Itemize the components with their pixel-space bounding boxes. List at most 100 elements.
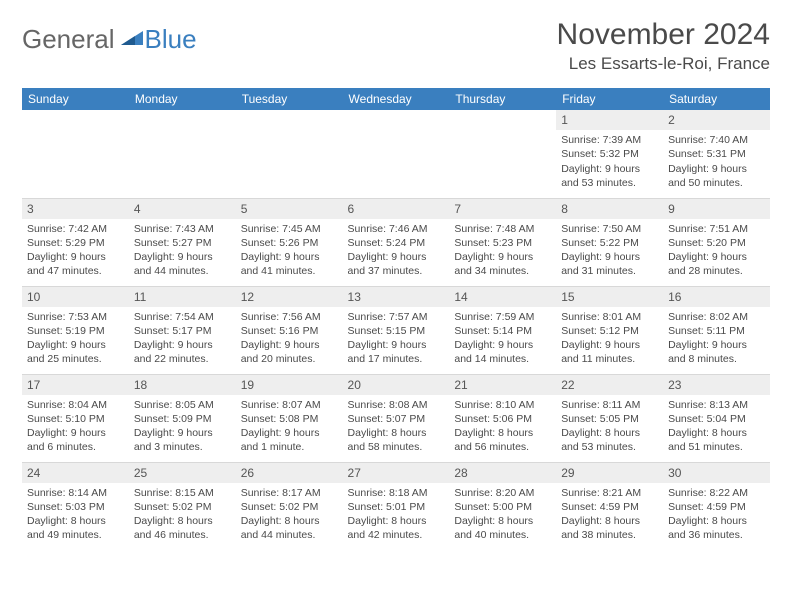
day-cell: 16Sunrise: 8:02 AMSunset: 5:11 PMDayligh… [663, 286, 770, 374]
sunrise-text: Sunrise: 7:50 AM [561, 222, 658, 236]
header: General Blue November 2024 Les Essarts-l… [22, 18, 770, 74]
day-cell [449, 110, 556, 198]
day-cell: 17Sunrise: 8:04 AMSunset: 5:10 PMDayligh… [22, 374, 129, 462]
daylight-text: Daylight: 8 hours and 38 minutes. [561, 514, 658, 542]
day-number: 19 [236, 375, 343, 395]
sunrise-text: Sunrise: 7:51 AM [668, 222, 765, 236]
day-cell: 23Sunrise: 8:13 AMSunset: 5:04 PMDayligh… [663, 374, 770, 462]
day-cell: 18Sunrise: 8:05 AMSunset: 5:09 PMDayligh… [129, 374, 236, 462]
week-row: 10Sunrise: 7:53 AMSunset: 5:19 PMDayligh… [22, 286, 770, 374]
sunset-text: Sunset: 5:17 PM [134, 324, 231, 338]
day-cell: 29Sunrise: 8:21 AMSunset: 4:59 PMDayligh… [556, 462, 663, 550]
day-cell: 28Sunrise: 8:20 AMSunset: 5:00 PMDayligh… [449, 462, 556, 550]
sunrise-text: Sunrise: 7:42 AM [27, 222, 124, 236]
sunset-text: Sunset: 5:03 PM [27, 500, 124, 514]
daylight-text: Daylight: 8 hours and 49 minutes. [27, 514, 124, 542]
day-number [449, 110, 556, 130]
day-number: 27 [343, 463, 450, 483]
day-number: 15 [556, 287, 663, 307]
day-cell: 4Sunrise: 7:43 AMSunset: 5:27 PMDaylight… [129, 198, 236, 286]
day-cell: 12Sunrise: 7:56 AMSunset: 5:16 PMDayligh… [236, 286, 343, 374]
sunset-text: Sunset: 5:31 PM [668, 147, 765, 161]
sunset-text: Sunset: 5:07 PM [348, 412, 445, 426]
day-number: 29 [556, 463, 663, 483]
day-number: 13 [343, 287, 450, 307]
day-cell [236, 110, 343, 198]
weekday-header: Saturday [663, 88, 770, 110]
day-number: 17 [22, 375, 129, 395]
sunset-text: Sunset: 5:01 PM [348, 500, 445, 514]
day-cell: 8Sunrise: 7:50 AMSunset: 5:22 PMDaylight… [556, 198, 663, 286]
day-number: 14 [449, 287, 556, 307]
weekday-row: Sunday Monday Tuesday Wednesday Thursday… [22, 88, 770, 110]
day-cell: 30Sunrise: 8:22 AMSunset: 4:59 PMDayligh… [663, 462, 770, 550]
daylight-text: Daylight: 9 hours and 20 minutes. [241, 338, 338, 366]
day-number: 2 [663, 110, 770, 130]
sunset-text: Sunset: 5:16 PM [241, 324, 338, 338]
sunset-text: Sunset: 5:05 PM [561, 412, 658, 426]
sunset-text: Sunset: 5:15 PM [348, 324, 445, 338]
daylight-text: Daylight: 9 hours and 31 minutes. [561, 250, 658, 278]
day-cell: 27Sunrise: 8:18 AMSunset: 5:01 PMDayligh… [343, 462, 450, 550]
sunset-text: Sunset: 5:04 PM [668, 412, 765, 426]
weekday-header: Wednesday [343, 88, 450, 110]
daylight-text: Daylight: 8 hours and 53 minutes. [561, 426, 658, 454]
daylight-text: Daylight: 9 hours and 6 minutes. [27, 426, 124, 454]
day-cell: 3Sunrise: 7:42 AMSunset: 5:29 PMDaylight… [22, 198, 129, 286]
day-cell: 22Sunrise: 8:11 AMSunset: 5:05 PMDayligh… [556, 374, 663, 462]
sunset-text: Sunset: 5:19 PM [27, 324, 124, 338]
daylight-text: Daylight: 9 hours and 1 minute. [241, 426, 338, 454]
sunrise-text: Sunrise: 7:59 AM [454, 310, 551, 324]
weekday-header: Thursday [449, 88, 556, 110]
day-number: 8 [556, 199, 663, 219]
day-number [236, 110, 343, 130]
day-number: 7 [449, 199, 556, 219]
daylight-text: Daylight: 9 hours and 3 minutes. [134, 426, 231, 454]
day-cell: 11Sunrise: 7:54 AMSunset: 5:17 PMDayligh… [129, 286, 236, 374]
sunset-text: Sunset: 5:14 PM [454, 324, 551, 338]
sunrise-text: Sunrise: 8:14 AM [27, 486, 124, 500]
sunrise-text: Sunrise: 8:21 AM [561, 486, 658, 500]
daylight-text: Daylight: 8 hours and 44 minutes. [241, 514, 338, 542]
sunset-text: Sunset: 5:27 PM [134, 236, 231, 250]
daylight-text: Daylight: 9 hours and 44 minutes. [134, 250, 231, 278]
day-number: 9 [663, 199, 770, 219]
day-number [343, 110, 450, 130]
sunrise-text: Sunrise: 7:46 AM [348, 222, 445, 236]
sunrise-text: Sunrise: 8:22 AM [668, 486, 765, 500]
day-number: 26 [236, 463, 343, 483]
weekday-header: Friday [556, 88, 663, 110]
day-cell: 25Sunrise: 8:15 AMSunset: 5:02 PMDayligh… [129, 462, 236, 550]
sunset-text: Sunset: 5:26 PM [241, 236, 338, 250]
sunset-text: Sunset: 5:24 PM [348, 236, 445, 250]
sunset-text: Sunset: 5:06 PM [454, 412, 551, 426]
day-number: 1 [556, 110, 663, 130]
day-number: 24 [22, 463, 129, 483]
sunrise-text: Sunrise: 7:40 AM [668, 133, 765, 147]
day-number: 3 [22, 199, 129, 219]
sunrise-text: Sunrise: 8:15 AM [134, 486, 231, 500]
sunrise-text: Sunrise: 7:48 AM [454, 222, 551, 236]
sunset-text: Sunset: 5:12 PM [561, 324, 658, 338]
daylight-text: Daylight: 9 hours and 41 minutes. [241, 250, 338, 278]
day-cell: 19Sunrise: 8:07 AMSunset: 5:08 PMDayligh… [236, 374, 343, 462]
day-number: 22 [556, 375, 663, 395]
location: Les Essarts-le-Roi, France [557, 54, 770, 74]
month-title: November 2024 [557, 18, 770, 52]
day-cell: 9Sunrise: 7:51 AMSunset: 5:20 PMDaylight… [663, 198, 770, 286]
week-row: 17Sunrise: 8:04 AMSunset: 5:10 PMDayligh… [22, 374, 770, 462]
daylight-text: Daylight: 9 hours and 50 minutes. [668, 162, 765, 190]
sunrise-text: Sunrise: 7:39 AM [561, 133, 658, 147]
logo-text-blue: Blue [145, 24, 197, 55]
day-cell: 7Sunrise: 7:48 AMSunset: 5:23 PMDaylight… [449, 198, 556, 286]
daylight-text: Daylight: 9 hours and 53 minutes. [561, 162, 658, 190]
day-cell: 26Sunrise: 8:17 AMSunset: 5:02 PMDayligh… [236, 462, 343, 550]
day-cell [343, 110, 450, 198]
daylight-text: Daylight: 9 hours and 37 minutes. [348, 250, 445, 278]
day-cell: 2 Sunrise: 7:40 AMSunset: 5:31 PMDaylight… [663, 110, 770, 198]
weekday-header: Monday [129, 88, 236, 110]
daylight-text: Daylight: 9 hours and 25 minutes. [27, 338, 124, 366]
sunrise-text: Sunrise: 7:57 AM [348, 310, 445, 324]
sunrise-text: Sunrise: 7:53 AM [27, 310, 124, 324]
sunrise-text: Sunrise: 8:13 AM [668, 398, 765, 412]
